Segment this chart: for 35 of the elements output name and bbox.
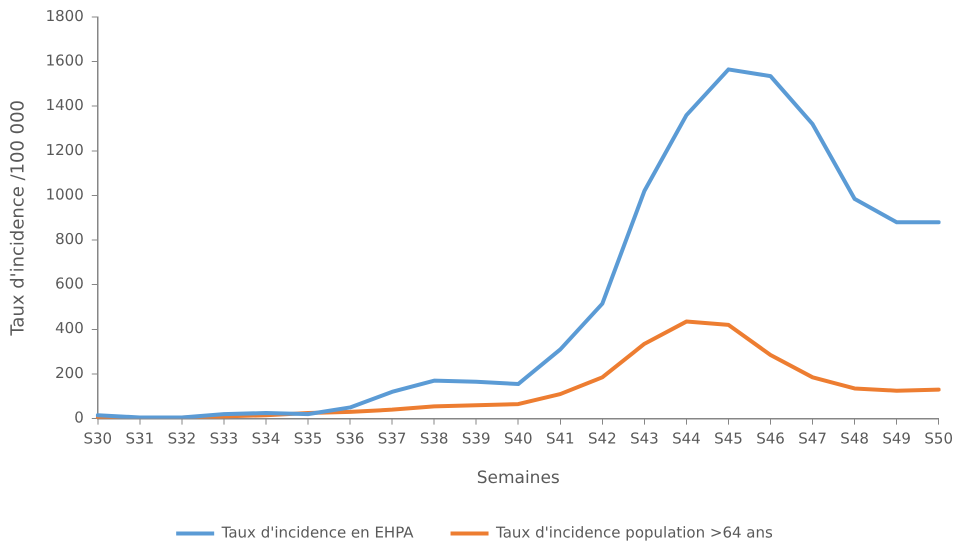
legend-label: Taux d'incidence population >64 ans: [495, 523, 774, 541]
y-tick-label: 400: [55, 319, 84, 338]
x-tick-label: S46: [756, 429, 785, 448]
x-tick-label: S39: [462, 429, 490, 448]
y-tick-label: 600: [55, 274, 84, 293]
x-tick-label: S30: [83, 429, 112, 448]
x-tick-label: S40: [504, 429, 533, 448]
x-tick-label: S31: [126, 429, 154, 448]
x-tick-label: S34: [252, 429, 280, 448]
x-tick-label: S36: [336, 429, 364, 448]
y-tick-label: 1400: [46, 96, 84, 114]
x-tick-label: S48: [840, 429, 869, 448]
y-tick-label: 1600: [46, 52, 84, 70]
y-tick-label: 200: [55, 364, 84, 382]
x-tick-label: S42: [588, 429, 617, 448]
x-tick-label: S44: [672, 429, 701, 448]
x-tick-label: S49: [882, 429, 911, 448]
y-tick-label: 0: [74, 408, 84, 426]
x-tick-label: S37: [378, 429, 406, 448]
x-tick-label: S45: [714, 429, 743, 448]
legend-label: Taux d'incidence en EHPA: [220, 523, 414, 541]
x-tick-label: S32: [168, 429, 196, 448]
y-axis-title: Taux d'incidence /100 000: [7, 100, 28, 337]
x-tick-label: S33: [210, 429, 238, 448]
x-tick-label: S38: [420, 429, 448, 448]
y-tick-label: 800: [55, 230, 84, 248]
x-tick-label: S47: [798, 429, 827, 448]
x-tick-label: S35: [294, 429, 322, 448]
x-tick-label: S43: [630, 429, 659, 448]
x-tick-label: S41: [546, 429, 575, 448]
y-tick-label: 1000: [46, 185, 84, 204]
y-tick-label: 1800: [46, 6, 84, 25]
x-axis-title: Semaines: [476, 468, 560, 488]
x-tick-label: S50: [924, 429, 953, 448]
y-tick-label: 1200: [46, 140, 84, 159]
